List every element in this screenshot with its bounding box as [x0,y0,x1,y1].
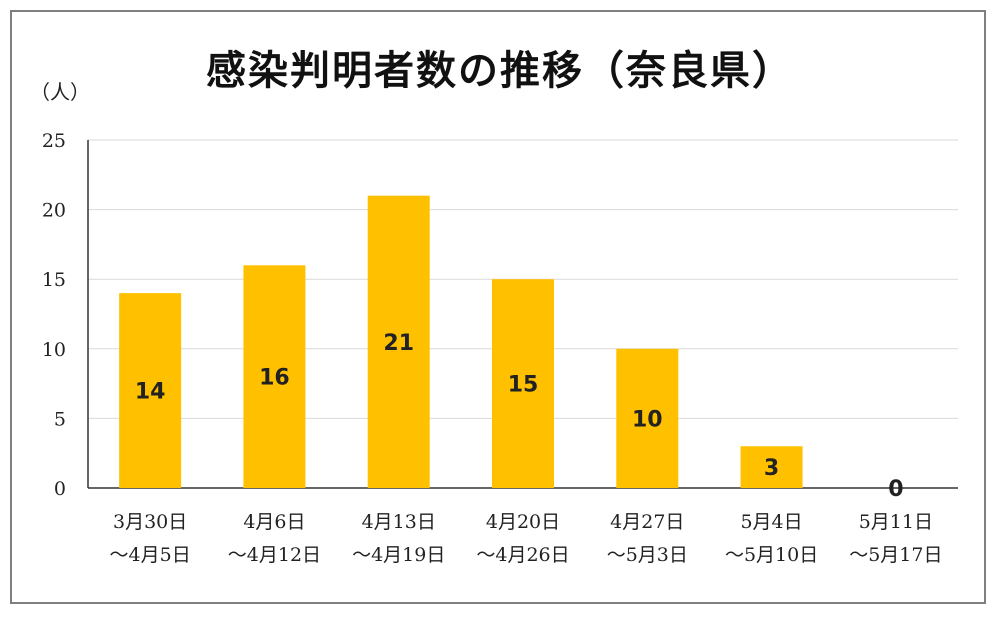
x-tick-label: 4月6日 [243,511,305,533]
data-label: 14 [135,380,166,405]
y-tick-label: 20 [42,200,66,222]
x-tick-label: ～5月10日 [725,544,818,566]
x-tick-label: 3月30日 [113,511,187,533]
bar [740,446,803,488]
data-label: 21 [383,331,414,356]
data-label: 0 [888,477,903,502]
y-axis-unit-label: （人） [30,80,90,104]
bar [119,293,182,488]
bar [492,279,554,488]
x-tick-label: 4月27日 [610,511,684,533]
data-label: 15 [508,373,539,398]
y-tick-label: 15 [42,269,66,291]
bar [616,348,679,488]
bars [119,195,803,488]
chart-title: 感染判明者数の推移（奈良県） [206,48,794,94]
data-label: 10 [632,407,663,432]
data-label: 3 [764,456,779,481]
data-label: 16 [259,366,290,391]
x-tick-label: ～5月17日 [849,544,942,566]
x-tick-label: ～4月12日 [228,544,321,566]
x-tick-label: 5月4日 [740,511,802,533]
bar [243,265,306,488]
y-tick-label: 0 [54,478,66,500]
x-tick-label: 4月13日 [362,511,436,533]
labels: 0 5 10 15 20 25 14 3月30日 ～4月5日 16 4月6日 ～4月12日 21 4月13… [42,130,943,566]
bar [367,195,430,488]
x-tick-label: ～5月3日 [607,544,688,566]
x-tick-label: ～4月26日 [476,544,569,566]
x-tick-label: ～4月5日 [110,544,191,566]
y-tick-label: 10 [42,339,66,361]
x-tick-label: 5月11日 [859,511,933,533]
y-tick-label: 25 [42,130,66,152]
x-tick-label: ～4月19日 [352,544,445,566]
y-tick-label: 5 [54,408,66,430]
x-tick-label: 4月20日 [486,511,560,533]
